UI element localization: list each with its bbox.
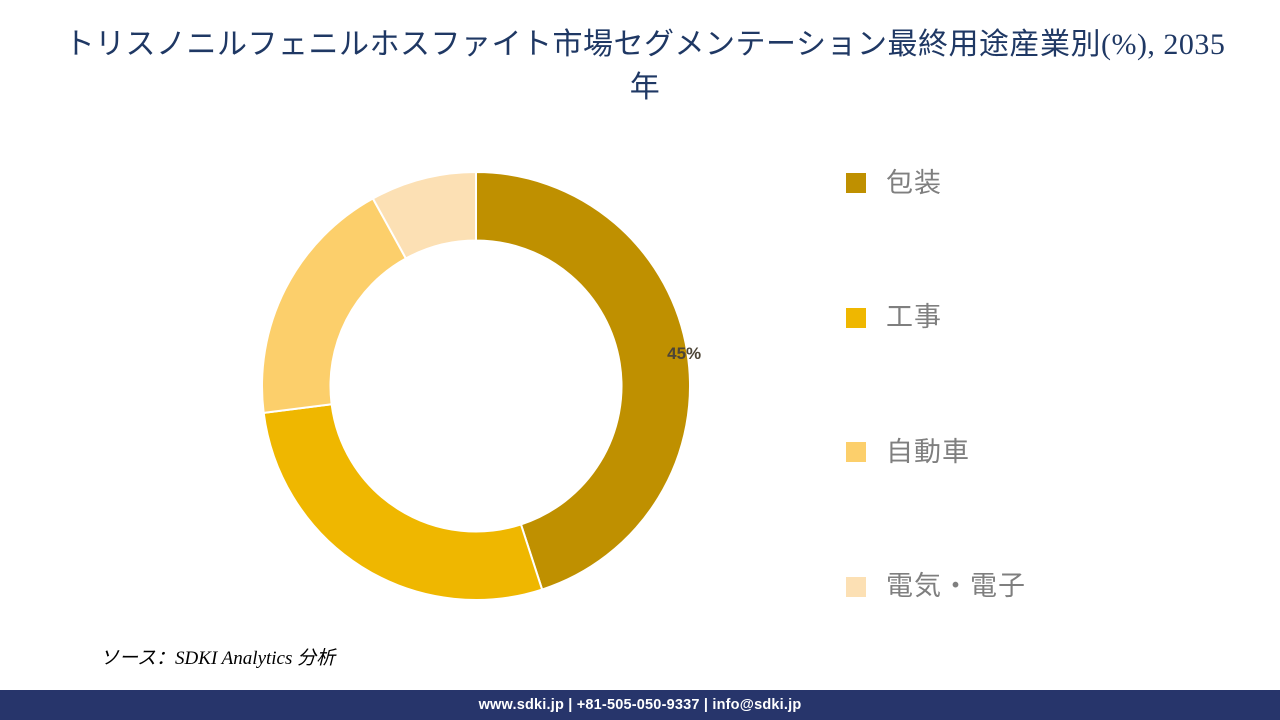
footer-bar: www.sdki.jp | +81-505-050-9337 | info@sd…: [0, 690, 1280, 720]
donut-slice-group: [261, 170, 691, 601]
donut-slice-1[interactable]: [262, 403, 544, 601]
legend-swatch-icon-0: [846, 173, 866, 193]
donut-chart: 45%: [261, 170, 701, 601]
footer-contact-text: www.sdki.jp | +81-505-050-9337 | info@sd…: [478, 697, 802, 713]
legend-swatch-icon-1: [846, 307, 866, 328]
page-title: トリスノニルフェニルホスファイト市場セグメンテーション最終用途産業別(%), 2…: [64, 28, 1226, 104]
donut-slice-2[interactable]: [261, 197, 408, 414]
legend-item-0[interactable]: 包装: [846, 162, 1166, 204]
legend-swatch-icon-2: [846, 442, 866, 463]
legend-swatch-icon-3: [846, 576, 866, 597]
donut-label-group: 45%: [667, 344, 701, 363]
legend-item-2[interactable]: 自動車: [846, 431, 1166, 473]
donut-slice-3[interactable]: [371, 170, 477, 260]
legend-item-3[interactable]: 電気・電子: [846, 566, 1166, 608]
donut-chart-svg: 45%: [261, 170, 701, 601]
donut-slice-label-0: 45%: [667, 344, 701, 363]
legend-item-1[interactable]: 工事: [846, 297, 1166, 339]
legend-label-3: 電気・電子: [886, 571, 1026, 602]
source-note: ソース：SDKI Analytics 分析: [100, 648, 336, 669]
legend-label-2: 自動車: [886, 436, 970, 467]
legend-label-1: 工事: [886, 302, 942, 333]
donut-slice-0[interactable]: [475, 170, 691, 591]
legend-label-0: 包装: [886, 167, 942, 198]
chart-legend: 包装 工事 自動車 電気・電子: [846, 162, 1166, 608]
